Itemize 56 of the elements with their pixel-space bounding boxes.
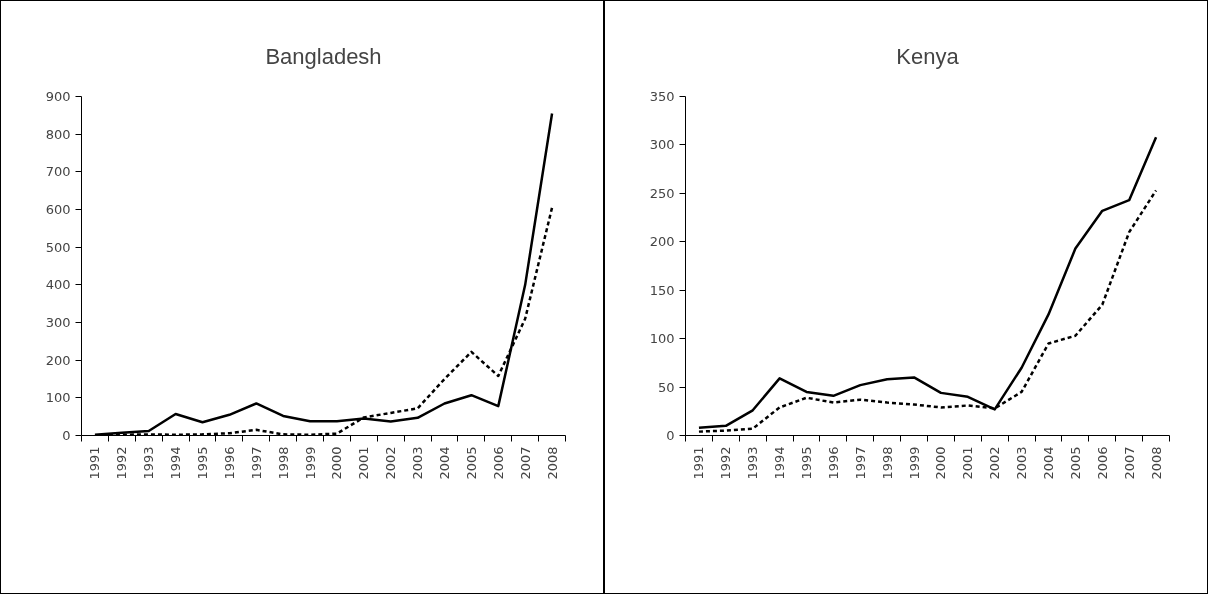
x-tick-label: 2005 (1067, 446, 1083, 480)
x-tick-label: 1995 (195, 446, 210, 480)
x-tick-label: 1996 (221, 446, 237, 480)
x-tick-label: 1991 (691, 446, 707, 480)
y-tick-label: 900 (45, 89, 71, 104)
y-tick-label: 200 (649, 234, 675, 250)
x-tick-label: 2004 (1041, 446, 1056, 480)
y-tick-label: 200 (45, 352, 71, 368)
x-tick-label: 2001 (356, 446, 372, 480)
y-tick-label: 250 (649, 185, 675, 201)
x-tick-label: 1996 (825, 446, 841, 480)
x-tick-label: 2006 (490, 446, 506, 480)
x-tick-label: 2008 (1148, 446, 1164, 480)
x-tick-label: 1997 (248, 446, 264, 480)
x-tick-label: 2003 (1014, 446, 1030, 480)
x-tick-label: 2007 (517, 446, 533, 480)
x-tick-label: 1998 (879, 446, 895, 480)
x-tick-label: 1993 (141, 446, 157, 480)
x-tick-label: 2004 (437, 446, 452, 480)
y-tick-label: 0 (666, 428, 675, 443)
y-tick-label: 500 (45, 239, 71, 255)
y-tick-label: 600 (45, 202, 71, 217)
x-tick-label: 2006 (1094, 446, 1110, 480)
x-tick-label: 2007 (1121, 446, 1137, 480)
y-tick-label: 400 (45, 277, 71, 293)
x-tick-label: 2002 (383, 446, 399, 480)
y-tick-label: 100 (45, 390, 71, 406)
x-tick-label: 1993 (745, 446, 761, 480)
x-tick-label: 2002 (987, 446, 1003, 480)
x-tick-label: 2003 (410, 446, 426, 480)
chart-title: Kenya (896, 44, 960, 69)
y-tick-label: 700 (45, 164, 71, 180)
y-tick-label: 350 (649, 89, 675, 104)
y-tick-label: 100 (649, 331, 675, 347)
x-tick-label: 1992 (718, 446, 734, 480)
y-tick-label: 300 (649, 137, 675, 153)
x-tick-label: 1995 (799, 446, 814, 480)
x-tick-label: 1994 (772, 446, 788, 480)
chart-title: Bangladesh (265, 44, 382, 69)
y-tick-label: 300 (45, 315, 71, 330)
x-tick-label: 2000 (329, 446, 345, 480)
x-tick-label: 1998 (275, 446, 291, 480)
x-tick-label: 2001 (960, 446, 976, 480)
y-tick-label: 50 (657, 379, 675, 395)
x-tick-label: 2000 (933, 446, 949, 480)
x-tick-label: 1992 (114, 446, 130, 480)
x-tick-label: 1999 (302, 446, 318, 480)
x-tick-label: 1991 (87, 446, 103, 480)
x-tick-label: 1997 (852, 446, 868, 480)
x-tick-label: 2005 (463, 446, 479, 480)
y-tick-label: 800 (45, 126, 71, 142)
x-tick-label: 1994 (168, 446, 184, 480)
x-tick-label: 2008 (544, 446, 560, 480)
x-tick-label: 1999 (906, 446, 922, 480)
y-tick-label: 150 (649, 282, 675, 298)
y-tick-label: 0 (62, 428, 71, 443)
